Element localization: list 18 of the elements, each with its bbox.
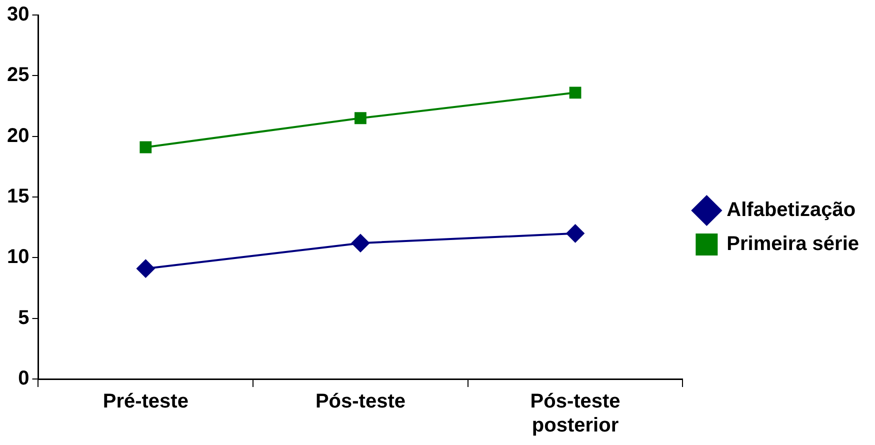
point [140,141,152,154]
y-tick-label: 20 [6,124,30,147]
point [351,234,370,252]
point [354,112,366,124]
legend-label: Alfabetização [726,199,856,222]
point [136,260,155,278]
x-tick-label: Pré-teste [102,390,188,413]
y-tick-label: 5 [18,306,30,329]
point [569,86,582,99]
y-tick-label: 25 [6,64,30,86]
y-tick-label: 30 [6,4,30,26]
y-tick-label: 10 [6,246,30,268]
legend-label: Primeira série [726,233,860,256]
y-tick-label: 0 [18,368,30,390]
x-tick-label: Pós-teste posterior [530,390,620,437]
x-tick-label: Pós-teste [315,390,406,413]
point [566,224,584,242]
y-tick-label: 15 [6,186,30,208]
